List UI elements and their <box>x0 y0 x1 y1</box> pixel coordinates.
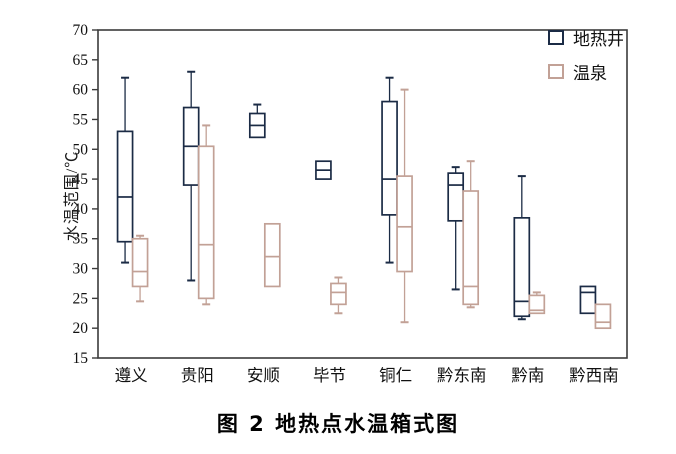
svg-text:20: 20 <box>73 320 89 337</box>
plot-frame <box>97 29 628 359</box>
box-spring-2 <box>263 222 281 288</box>
box-spring-0 <box>131 234 149 303</box>
hot-spring-swatch-icon <box>548 64 564 79</box>
y-axis-title: 水温范围/℃ <box>64 150 81 242</box>
svg-text:遵义: 遵义 <box>115 366 148 385</box>
svg-text:贵阳: 贵阳 <box>181 366 214 385</box>
box-spring-1 <box>197 124 215 306</box>
svg-text:40: 40 <box>73 201 89 218</box>
legend-item-geothermal-well: 地热井 <box>548 25 624 50</box>
box-well-7 <box>579 285 597 315</box>
svg-text:30: 30 <box>73 261 89 278</box>
box-spring-3 <box>330 276 347 315</box>
svg-text:毕节: 毕节 <box>313 366 346 385</box>
svg-text:55: 55 <box>73 111 89 128</box>
svg-text:黔西南: 黔西南 <box>569 366 619 385</box>
box-spring-7 <box>594 303 612 330</box>
svg-text:45: 45 <box>73 171 89 188</box>
y-axis-ticks: 15 20 25 30 35 40 45 50 55 60 65 70 <box>73 22 98 367</box>
boxplot-chart: 15 20 25 30 35 40 45 50 55 60 65 70 遵义 贵阳 安顺 毕节 铜仁 黔东南 黔南 黔… <box>73 22 628 385</box>
box-well-1 <box>182 70 200 282</box>
svg-text:25: 25 <box>73 290 89 307</box>
box-spring-4 <box>396 88 413 324</box>
svg-text:15: 15 <box>73 350 89 367</box>
figure-caption: 图 2 地热点水温箱式图 <box>216 412 460 436</box>
box-spring-6 <box>528 291 546 315</box>
svg-text:50: 50 <box>73 141 89 158</box>
legend-label-hot-spring: 温泉 <box>573 64 607 83</box>
svg-text:铜仁: 铜仁 <box>379 366 412 385</box>
svg-text:黔东南: 黔东南 <box>437 366 487 385</box>
svg-text:60: 60 <box>73 82 89 99</box>
box-well-6 <box>513 175 531 321</box>
svg-text:70: 70 <box>73 22 89 39</box>
box-spring-5 <box>462 160 480 309</box>
box-well-3 <box>315 160 332 180</box>
series-geothermal-wells <box>116 70 597 321</box>
svg-text:35: 35 <box>73 231 89 248</box>
x-axis-labels: 遵义 贵阳 安顺 毕节 铜仁 黔东南 黔南 黔西南 <box>115 366 619 385</box>
legend-label-geothermal-well: 地热井 <box>573 30 624 49</box>
geothermal-well-swatch-icon <box>548 30 564 45</box>
svg-text:安顺: 安顺 <box>247 366 280 385</box>
svg-text:黔南: 黔南 <box>511 366 544 385</box>
box-well-0 <box>116 76 134 264</box>
chart-legend: 地热井 温泉 <box>548 25 624 84</box>
series-hot-springs <box>131 88 612 330</box>
svg-text:65: 65 <box>73 52 89 69</box>
box-well-5 <box>447 166 465 291</box>
box-well-2 <box>248 103 266 139</box>
legend-item-hot-spring: 温泉 <box>548 59 624 84</box>
box-well-4 <box>381 76 398 264</box>
